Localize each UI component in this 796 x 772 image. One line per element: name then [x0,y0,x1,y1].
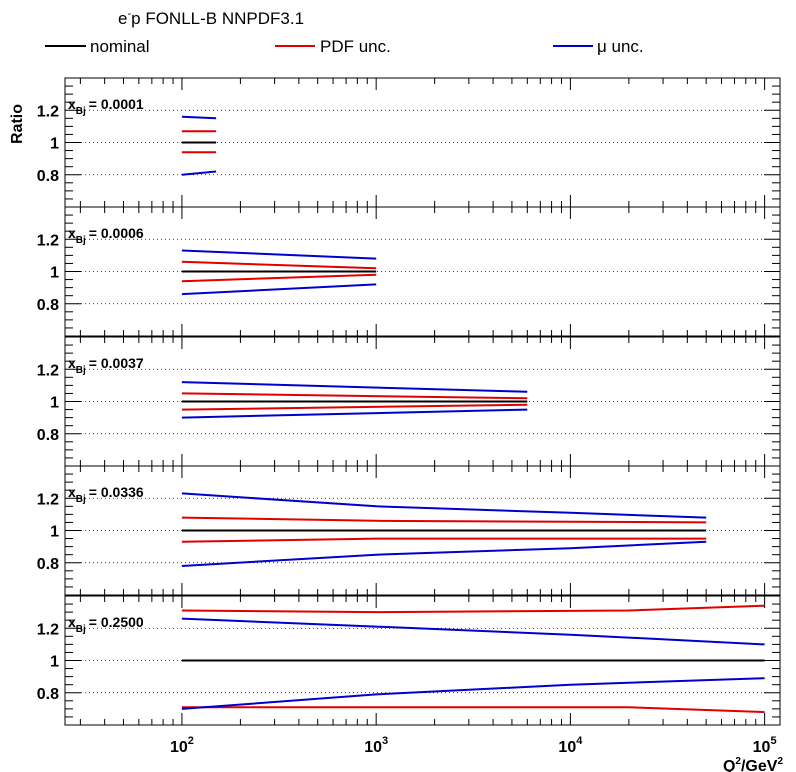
x-tick-exp: 2 [188,735,194,747]
series-line-mu [181,617,765,646]
x-tick-labels: 102 103 104 105 [170,735,777,756]
panel-label-x: x [68,355,76,371]
y-tick-label: 0.8 [37,686,59,703]
panel-label-sub: Bj [76,365,86,376]
x-axis-title-mid: /GeV [741,758,778,772]
legend-label-nominal: nominal [90,37,150,56]
x-tick-exp: 5 [770,735,776,747]
series-line-mu [181,170,217,176]
title-main: e [118,9,127,28]
panel-frame [64,206,781,337]
y-tick-label: 1.2 [37,103,59,120]
panel-label-x: x [68,225,76,241]
y-tick-label: 0.8 [37,168,59,185]
panel-label-value: = 0.0037 [89,355,144,371]
panel-5: 0.8 1 1.2 xBj = 0.2500 [37,595,781,726]
x-axis-title-sup: 2 [735,756,741,767]
y-tick-label: 0.8 [37,427,59,444]
y-tick-label: 0.8 [37,297,59,314]
panel-label-sub: Bj [76,494,86,505]
y-tick-label: 1.2 [37,362,59,379]
series-line-mu [181,249,377,260]
title-superscript: - [127,8,131,20]
series-line-pdf [181,604,765,614]
series-line-pdf [181,537,707,543]
panel-label-value: = 0.2500 [89,614,144,630]
y-tick-label: 0.8 [37,556,59,573]
x-axis-title-main: Q [723,758,735,772]
legend: nominal PDF unc. μ unc. [45,37,644,56]
x-tick-label: 102 [170,735,194,756]
panel-label-value: = 0.0006 [89,225,144,241]
panel-label-sub: Bj [76,106,86,117]
panel-label: xBj = 0.0006 [68,225,144,246]
series-line-mu [181,115,217,120]
y-tick-label: 1.2 [37,491,59,508]
x-tick-label: 105 [753,735,777,756]
panel-4: 0.8 1 1.2 xBj = 0.0336 [37,465,781,596]
panel-label-sub: Bj [76,624,86,635]
x-tick-exp: 4 [576,735,583,747]
y-tick-label: 1 [50,654,59,671]
x-axis-title-sup2: 2 [777,756,783,767]
panel-frame [64,77,781,208]
y-tick-label: 1.2 [37,232,59,249]
x-tick-label: 104 [558,735,583,756]
x-tick-label: 103 [364,735,388,756]
legend-label-pdf: PDF unc. [320,37,391,56]
panel-label-value: = 0.0001 [89,96,144,112]
series-line-pdf [181,516,707,524]
series-line-pdf [181,706,765,714]
y-tick-label: 1.2 [37,621,59,638]
panel-1: 0.8 1 1.2 xBj = 0.0001 [37,77,781,208]
x-tick-base: 10 [170,739,188,756]
panel-label-sub: Bj [76,235,86,246]
panel-3: 0.8 1 1.2 xBj = 0.0037 [37,336,781,467]
series-line-pdf [181,403,528,411]
chart-title: e-p FONLL-B NNPDF3.1 [118,8,304,28]
x-tick-exp: 3 [382,735,388,747]
x-axis-title: Q2/GeV2 [723,756,783,772]
x-tick-base: 10 [558,739,576,756]
x-tick-base: 10 [364,739,382,756]
series-line-mu [181,283,377,296]
series-line-pdf [181,260,377,270]
y-tick-label: 1 [50,395,59,412]
legend-item-mu: μ unc. [553,37,644,56]
panel-label: xBj = 0.2500 [68,614,144,635]
y-tick-label: 1 [50,265,59,282]
panel-label-value: = 0.0336 [89,484,144,500]
y-axis-title: Ratio [9,104,26,144]
series-line-mu [181,408,528,419]
panel-label: xBj = 0.0001 [68,96,144,117]
title-rest: p FONLL-B NNPDF3.1 [131,9,304,28]
legend-label-mu: μ unc. [597,37,644,56]
legend-item-pdf: PDF unc. [275,37,391,56]
series-line-pdf [181,273,377,283]
panel-label-x: x [68,614,76,630]
series-line-pdf [181,392,528,400]
series-line-mu [181,540,707,567]
y-tick-label: 1 [50,136,59,153]
series-line-mu [181,492,707,519]
panel-label: xBj = 0.0336 [68,484,144,505]
panel-label-x: x [68,484,76,500]
x-tick-base: 10 [753,739,771,756]
series-line-mu [181,677,765,710]
panel-2: 0.8 1 1.2 xBj = 0.0006 [37,206,781,337]
y-tick-label: 1 [50,524,59,541]
panel-label: xBj = 0.0037 [68,355,144,376]
panel-label-x: x [68,96,76,112]
legend-item-nominal: nominal [45,37,150,56]
series-line-mu [181,381,528,393]
